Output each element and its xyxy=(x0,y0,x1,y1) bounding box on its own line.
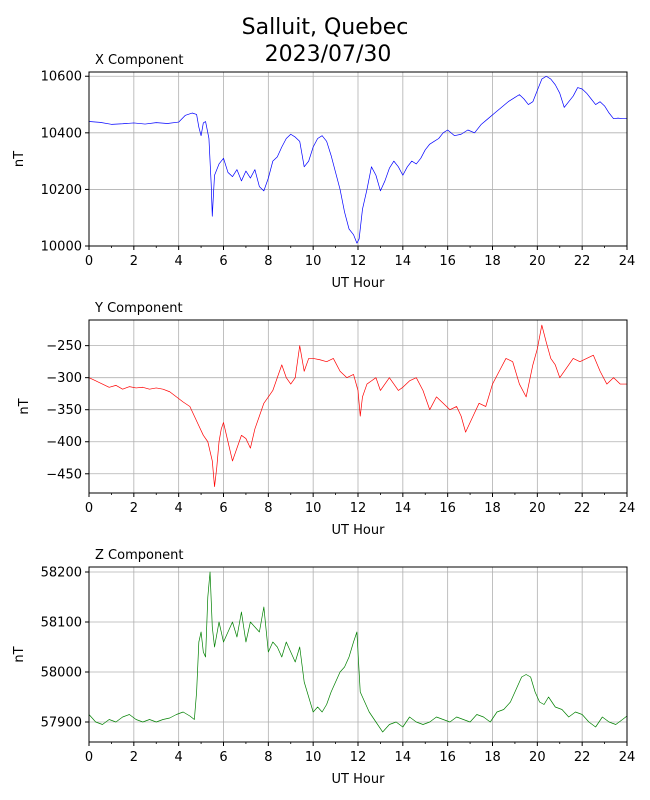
z-component-x-tick-label: 16 xyxy=(439,750,456,765)
z-component-y-tick-label: 58100 xyxy=(41,616,82,631)
y-component-x-tick-label: 6 xyxy=(219,501,227,516)
x-component-x-tick-label: 4 xyxy=(175,254,183,269)
z-component-x-tick-label: 2 xyxy=(130,750,138,765)
z-component-y-tick-label: 58200 xyxy=(41,566,82,581)
y-component-title: Y Component xyxy=(94,301,183,316)
y-component-x-tick-label: 16 xyxy=(439,501,456,516)
z-component-y-tick-label: 57900 xyxy=(41,716,82,731)
z-component-x-tick-label: 4 xyxy=(175,750,183,765)
y-component-y-tick-label: −350 xyxy=(46,403,82,418)
z-component-title: Z Component xyxy=(95,548,184,563)
x-component-x-axis-label: UT Hour xyxy=(332,276,386,291)
y-component-x-tick-label: 0 xyxy=(85,501,93,516)
z-component-x-tick-label: 24 xyxy=(619,750,636,765)
x-component-x-tick-label: 24 xyxy=(619,254,636,269)
z-component-x-tick-label: 18 xyxy=(484,750,501,765)
y-component-y-tick-label: −300 xyxy=(46,371,82,386)
y-component-x-tick-label: 20 xyxy=(529,501,546,516)
x-component-x-tick-label: 20 xyxy=(529,254,546,269)
x-component-y-tick-label: 10200 xyxy=(41,183,82,198)
x-component-x-tick-label: 14 xyxy=(395,254,412,269)
x-component-y-tick-label: 10000 xyxy=(41,240,82,255)
x-component-x-tick-label: 6 xyxy=(219,254,227,269)
y-component-series-line xyxy=(88,324,627,487)
z-component-x-tick-label: 6 xyxy=(219,750,227,765)
figure-title-line1: Salluit, Quebec xyxy=(242,15,409,40)
y-component-x-tick-label: 10 xyxy=(305,501,322,516)
z-component-x-tick-label: 20 xyxy=(529,750,546,765)
z-component-y-tick-label: 58000 xyxy=(41,666,82,681)
x-component-panel: 0 2 4 6 8 10 12 14 16 18 20 22 241000010200104001060… xyxy=(12,53,635,291)
x-component-y-tick-label: 10600 xyxy=(41,70,82,85)
y-component-panel: 0 2 4 6 8 10 12 14 16 18 20 22 24−450−400−350−300−25… xyxy=(17,301,635,538)
z-component-x-axis-label: UT Hour xyxy=(332,772,386,787)
x-component-y-axis-label: nT xyxy=(12,151,27,167)
z-component-series-line xyxy=(88,571,628,733)
x-component-series-line xyxy=(88,75,627,244)
z-component-x-tick-label: 10 xyxy=(305,750,322,765)
y-component-x-axis-label: UT Hour xyxy=(332,523,386,538)
y-component-x-tick-label: 14 xyxy=(395,501,412,516)
x-component-grid xyxy=(88,72,628,247)
x-component-x-tick-label: 18 xyxy=(484,254,501,269)
x-component-x-tick-label: 8 xyxy=(264,254,272,269)
y-component-x-tick-label: 12 xyxy=(350,501,367,516)
z-component-x-tick-label: 0 xyxy=(85,750,93,765)
x-component-x-tick-label: 2 xyxy=(130,254,138,269)
z-component-x-tick-label: 8 xyxy=(264,750,272,765)
z-component-x-tick-label: 22 xyxy=(574,750,591,765)
figure-title-line2: 2023/07/30 xyxy=(265,42,392,67)
z-component-x-tick-label: 14 xyxy=(395,750,412,765)
y-component-x-tick-label: 8 xyxy=(264,501,272,516)
z-component-panel: 0 2 4 6 8 10 12 14 16 18 20 22 245790058000581005820… xyxy=(12,548,635,787)
x-component-x-tick-label: 0 xyxy=(85,254,93,269)
y-component-x-tick-label: 22 xyxy=(574,501,591,516)
y-component-grid xyxy=(88,320,628,493)
x-component-title: X Component xyxy=(95,53,184,68)
z-component-grid xyxy=(88,567,628,742)
y-component-y-tick-label: −450 xyxy=(46,467,82,482)
y-component-y-tick-label: −250 xyxy=(46,339,82,354)
y-component-x-tick-label: 24 xyxy=(619,501,636,516)
y-component-y-axis-label: nT xyxy=(17,398,32,414)
z-component-y-axis-label: nT xyxy=(12,646,27,662)
x-component-x-tick-label: 16 xyxy=(439,254,456,269)
y-component-x-tick-label: 18 xyxy=(484,501,501,516)
y-component-x-tick-label: 2 xyxy=(130,501,138,516)
x-component-y-tick-label: 10400 xyxy=(41,126,82,141)
x-component-x-tick-label: 12 xyxy=(350,254,367,269)
y-component-x-tick-label: 4 xyxy=(175,501,183,516)
z-component-x-tick-label: 12 xyxy=(350,750,367,765)
x-component-x-tick-label: 10 xyxy=(305,254,322,269)
x-component-x-tick-label: 22 xyxy=(574,254,591,269)
y-component-y-tick-label: −400 xyxy=(46,435,82,450)
